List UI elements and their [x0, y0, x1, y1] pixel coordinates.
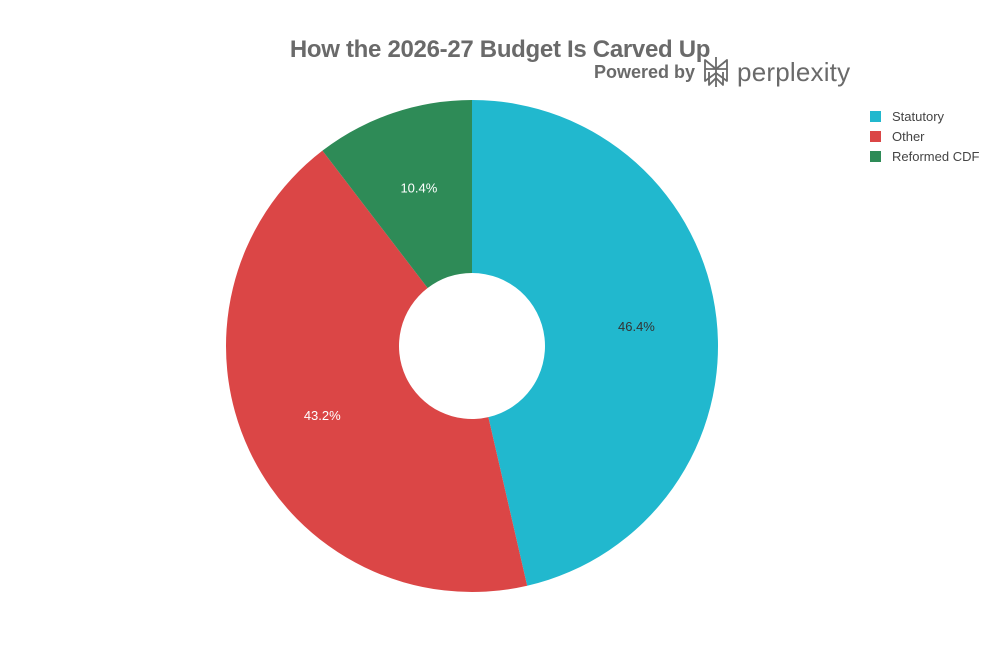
slice-other: [226, 150, 528, 592]
legend-label: Statutory: [892, 108, 945, 124]
data-label-reformed-cdf: 10.4%: [400, 181, 437, 196]
perplexity-brand-name: perplexity: [737, 56, 851, 87]
legend-label: Reformed CDF: [892, 148, 980, 164]
perplexity-logo-icon: [704, 57, 728, 87]
legend-swatch: [870, 150, 881, 162]
chart-title: How the 2026-27 Budget Is Carved Up: [289, 36, 711, 63]
powered-by-text: Powered by: [594, 61, 696, 82]
slice-reformed-cdf: [322, 100, 472, 289]
legend-item-statutory[interactable]: Statutory: [870, 106, 979, 126]
data-label-other: 43.2%: [304, 408, 341, 423]
legend-item-other[interactable]: Other: [870, 126, 979, 146]
legend-swatch: [870, 130, 881, 142]
legend-item-reformed-cdf[interactable]: Reformed CDF: [870, 146, 979, 166]
legend-swatch: [870, 110, 881, 122]
chart-legend: Statutory Other Reformed CDF: [870, 106, 979, 166]
legend-label: Other: [892, 128, 925, 144]
data-label-statutory: 46.4%: [618, 319, 655, 334]
slice-statutory: [472, 100, 718, 586]
powered-by-branding: Powered by perplexity: [594, 56, 850, 88]
